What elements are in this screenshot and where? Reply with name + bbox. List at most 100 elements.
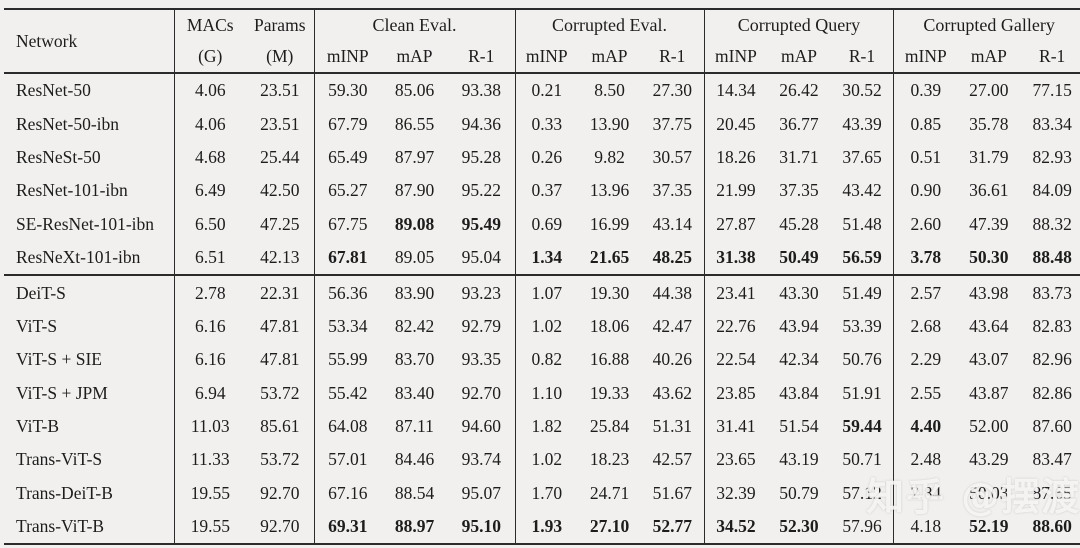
network-name-cell: ViT-B (4, 409, 175, 444)
value-cell: 23.85 (716, 382, 756, 403)
table-row: ResNet-50-ibn 4.06 23.51 67.79 86.55 94.36 0.3… (4, 107, 1080, 141)
value-cell: 21.65 (589, 247, 630, 268)
value-cell: 16.99 (589, 213, 630, 234)
metric-header-minp: mINP (893, 41, 958, 74)
table-row: Trans-DeiT-B 19.55 92.70 67.16 88.54 95.07 1.7… (4, 476, 1080, 511)
value-cell: 30.52 (830, 73, 895, 108)
value-cell: 19.33 (589, 382, 630, 403)
value-cell: 87.90 (394, 180, 435, 201)
value-cell: 0.21 (531, 80, 563, 101)
value-cell: 42.34 (779, 349, 819, 370)
group-header-corrupted-query: Corrupted Query (704, 9, 895, 41)
value-cell: 83.34 (1032, 113, 1072, 134)
value-cell: 51.67 (641, 476, 705, 511)
value-cell: 53.72 (246, 443, 315, 477)
network-name-cell: DeiT-S (4, 274, 175, 310)
value-cell: 20.45 (716, 113, 756, 134)
value-cell: 93.35 (448, 343, 516, 377)
value-cell: 0.37 (531, 180, 563, 201)
value-cell: 50.76 (830, 343, 895, 377)
metric-header-minp: mINP (515, 41, 578, 74)
network-name-cell: ResNet-50-ibn (4, 107, 175, 141)
benchmark-table: Network MACs (G) Params (M) Clean Eval. … (4, 8, 1080, 546)
value-cell: 42.47 (641, 309, 705, 344)
value-cell: 9.82 (594, 146, 625, 167)
table-row: ResNeSt-50 4.68 25.44 65.49 87.97 95.28 0.26 9.… (4, 140, 1080, 175)
network-name-cell: ResNeSt-50 (4, 140, 175, 175)
value-cell: 0.69 (531, 213, 563, 234)
macs-label: MACs (186, 14, 234, 35)
value-cell: 1.02 (531, 449, 563, 470)
value-cell: 43.30 (767, 274, 831, 310)
value-cell: 67.79 (328, 113, 368, 134)
value-cell: 52.00 (969, 416, 1009, 437)
value-cell: 14.34 (716, 80, 756, 101)
table-row: Trans-ViT-S 11.33 53.72 57.01 84.46 93.74 1.02… (4, 443, 1080, 477)
network-name-cell: ViT-S + SIE (4, 343, 175, 377)
value-cell: 19.30 (578, 274, 641, 310)
value-cell: 27.00 (969, 80, 1009, 101)
benchmark-table-container: Network MACs (G) Params (M) Clean Eval. … (4, 8, 1080, 546)
value-cell: 2.60 (910, 213, 942, 234)
value-cell: 4.06 (194, 113, 226, 134)
value-cell: 36.61 (969, 180, 1009, 201)
network-name-cell: SE-ResNet-101-ibn (4, 207, 175, 241)
value-cell: 30.57 (641, 140, 705, 175)
value-cell: 18.06 (589, 315, 630, 336)
value-cell: 42.57 (641, 443, 705, 477)
metric-header-r1: R-1 (1020, 41, 1080, 74)
params-label: Params (253, 14, 306, 35)
value-cell: 1.70 (531, 482, 563, 503)
value-cell: 47.81 (246, 343, 315, 377)
value-cell: 19.55 (190, 482, 230, 503)
table-row: Trans-ViT-B 19.55 92.70 69.31 88.97 95.10 1.93… (4, 510, 1080, 545)
value-cell: 51.49 (830, 274, 895, 310)
value-cell: 95.10 (448, 510, 516, 545)
value-cell: 95.07 (448, 476, 516, 511)
value-cell: 84.46 (394, 449, 435, 470)
metric-header-minp: mINP (704, 41, 768, 74)
table-row: ViT-S 6.16 47.81 53.34 82.42 92.79 1.02 18.06 42… (4, 309, 1080, 344)
value-cell: 22.76 (716, 315, 756, 336)
table-row: SE-ResNet-101-ibn 6.50 47.25 67.75 89.08 95.4… (4, 207, 1080, 241)
network-name-cell: ResNeXt-101-ibn (4, 240, 175, 276)
table-row: ViT-B 11.03 85.61 64.08 87.11 94.60 1.82 25.84 5… (4, 409, 1080, 444)
value-cell: 67.16 (328, 482, 368, 503)
value-cell: 0.26 (531, 146, 563, 167)
value-cell: 1.34 (531, 247, 563, 268)
column-header-macs: MACs (G) (174, 9, 246, 74)
value-cell: 18.26 (716, 146, 756, 167)
value-cell: 1.07 (515, 274, 578, 310)
group-header-corrupted-eval: Corrupted Eval. (515, 9, 705, 41)
value-cell: 23.41 (704, 274, 768, 310)
value-cell: 22.31 (246, 274, 315, 310)
value-cell: 57.96 (830, 510, 895, 545)
value-cell: 52.77 (641, 510, 705, 545)
value-cell: 36.77 (779, 113, 819, 134)
value-cell: 95.04 (448, 240, 516, 276)
metric-header-map: mAP (957, 41, 1021, 74)
value-cell: 59.30 (328, 80, 368, 101)
value-cell: 43.07 (969, 349, 1009, 370)
value-cell: 89.05 (394, 247, 435, 268)
value-cell: 52.30 (779, 516, 819, 537)
value-cell: 27.10 (589, 516, 630, 537)
value-cell: 87.60 (1032, 416, 1072, 437)
table-row: ResNet-50 4.06 23.51 59.30 85.06 93.38 0.21 8.5… (4, 73, 1080, 108)
value-cell: 34.52 (716, 516, 756, 537)
value-cell: 6.16 (194, 315, 226, 336)
value-cell: 0.33 (531, 113, 563, 134)
network-name-cell: ResNet-50 (4, 73, 175, 108)
value-cell: 53.34 (328, 315, 368, 336)
value-cell: 92.70 (448, 376, 516, 410)
value-cell: 93.74 (448, 443, 516, 477)
value-cell: 2.29 (910, 349, 942, 370)
metric-header-minp: mINP (314, 41, 381, 74)
value-cell: 2.68 (910, 315, 942, 336)
value-cell: 0.85 (910, 113, 942, 134)
table-row: DeiT-S 2.78 22.31 56.36 83.90 93.23 1.07 19.30 4… (4, 274, 1080, 310)
header-row-groups: Network MACs (G) Params (M) Clean Eval. … (4, 9, 1080, 74)
value-cell: 55.42 (328, 382, 368, 403)
value-cell: 0.51 (910, 146, 942, 167)
value-cell: 93.23 (448, 274, 516, 310)
